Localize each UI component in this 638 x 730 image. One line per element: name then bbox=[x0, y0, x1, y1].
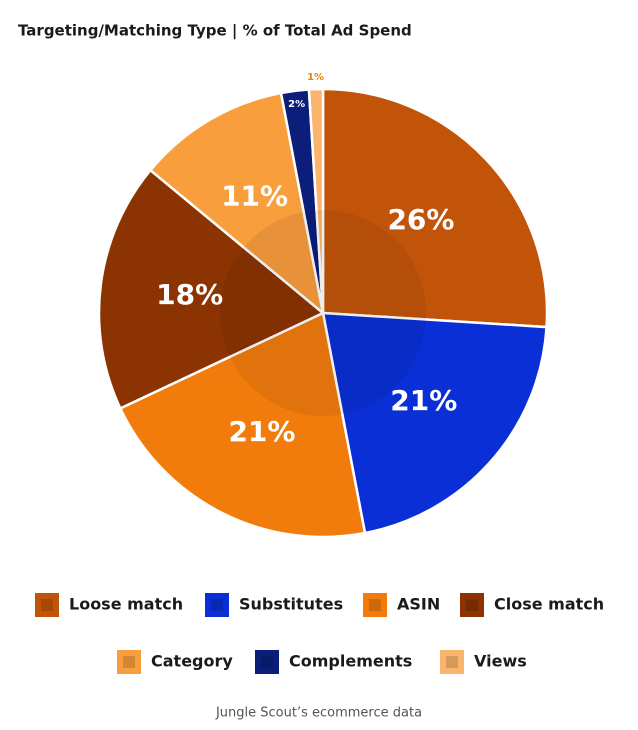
legend-swatch-inner bbox=[211, 599, 223, 611]
source-note: Jungle Scout’s ecommerce data bbox=[215, 706, 422, 721]
pie-slice bbox=[307, 87, 325, 314]
legend-swatch-inner bbox=[466, 599, 478, 611]
legend-swatch-inner bbox=[446, 656, 458, 668]
data-label: 21% bbox=[390, 384, 457, 417]
pie-slice bbox=[321, 87, 549, 329]
pie-slice bbox=[321, 311, 548, 535]
data-label: 18% bbox=[156, 278, 223, 311]
data-label: 1% bbox=[307, 72, 324, 83]
legend-label: ASIN bbox=[397, 595, 440, 614]
legend-label: Loose match bbox=[69, 595, 183, 614]
legend-swatch bbox=[440, 650, 464, 674]
data-label: 21% bbox=[228, 415, 295, 448]
legend-swatch bbox=[35, 593, 59, 617]
legend-swatch bbox=[460, 593, 484, 617]
data-label: 11% bbox=[221, 179, 288, 212]
legend-swatch bbox=[255, 650, 279, 674]
legend-label: Complements bbox=[289, 652, 412, 671]
data-label: 26% bbox=[387, 203, 454, 236]
legend-swatch-inner bbox=[41, 599, 53, 611]
legend-label: Close match bbox=[494, 595, 604, 614]
inner-shade bbox=[220, 210, 426, 416]
legend-swatch bbox=[205, 593, 229, 617]
pie-slice bbox=[148, 91, 325, 317]
pie-slice bbox=[118, 311, 367, 539]
legend-label: Category bbox=[151, 652, 233, 671]
legend-swatch bbox=[363, 593, 387, 617]
pie-slice bbox=[97, 168, 326, 411]
chart-title: Targeting/Matching Type | % of Total Ad … bbox=[18, 22, 412, 41]
legend-swatch-inner bbox=[123, 656, 135, 668]
legend-swatch-inner bbox=[261, 656, 273, 668]
legend-label: Views bbox=[474, 652, 527, 671]
legend-swatch bbox=[117, 650, 141, 674]
legend-swatch-inner bbox=[369, 599, 381, 611]
legend-label: Substitutes bbox=[239, 595, 343, 614]
data-label: 2% bbox=[288, 99, 305, 110]
